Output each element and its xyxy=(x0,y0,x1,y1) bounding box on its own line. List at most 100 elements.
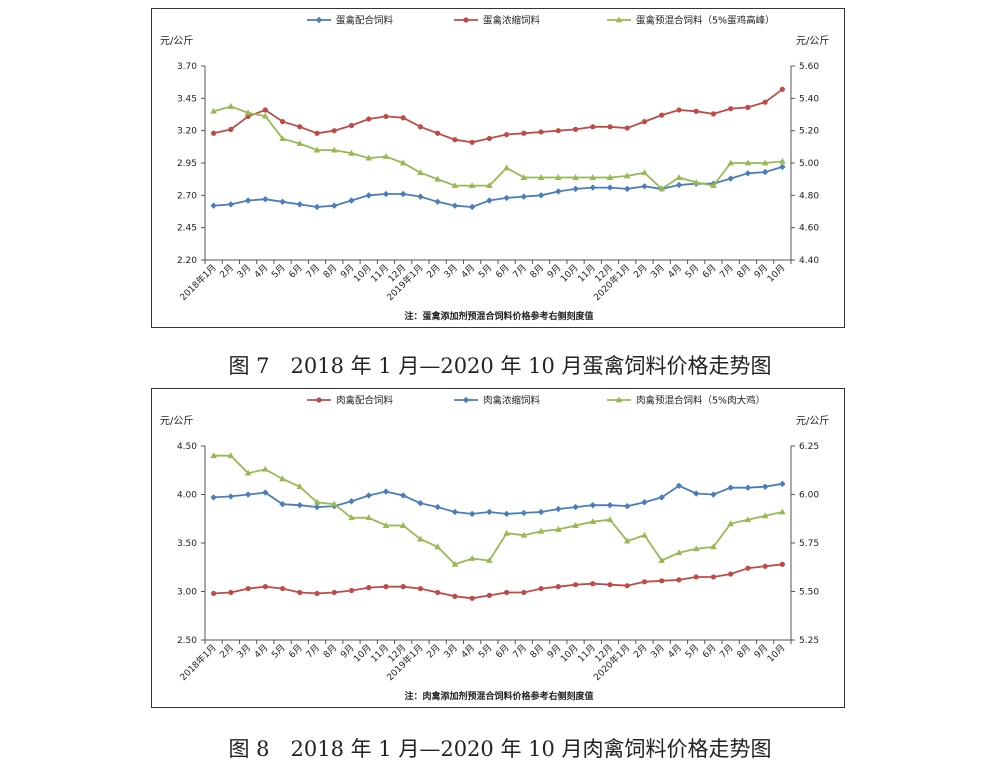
series-line xyxy=(213,105,783,191)
data-point xyxy=(520,531,528,538)
x-tick-label: 4月 xyxy=(666,262,684,280)
data-point xyxy=(692,178,700,185)
data-point xyxy=(693,108,699,114)
data-point xyxy=(641,499,648,506)
legend-swatch-marker xyxy=(462,396,470,404)
data-point xyxy=(572,185,579,193)
data-point xyxy=(521,589,527,596)
data-point xyxy=(211,130,217,136)
data-point xyxy=(486,508,493,516)
data-point xyxy=(244,109,252,116)
series-1 xyxy=(211,561,785,601)
x-tick-label: 10月 xyxy=(765,262,787,284)
data-point xyxy=(745,565,751,571)
chart-svg-egg-feed: 2.20 2.45 2.70 2.95 3.20 3.45 3.70 4.40 4.60 4.80… xyxy=(160,15,829,323)
data-point xyxy=(382,153,390,159)
x-tick-label: 2月 xyxy=(425,642,443,660)
data-point xyxy=(728,106,734,112)
data-point xyxy=(366,585,372,591)
y-left-tick-label: 3.20 xyxy=(177,127,197,137)
data-point xyxy=(779,480,786,488)
data-point xyxy=(641,169,648,176)
data-point xyxy=(469,139,475,145)
x-tick-label: 10月 xyxy=(352,642,374,664)
x-tick-label: 3月 xyxy=(649,262,667,280)
y-left-tick-label: 4.00 xyxy=(177,491,197,501)
y-left-tick-label: 2.95 xyxy=(177,159,197,169)
data-point xyxy=(296,501,303,509)
data-point xyxy=(486,197,493,204)
x-tick-label: 3月 xyxy=(442,262,460,280)
data-point xyxy=(710,543,717,550)
data-point xyxy=(606,174,614,180)
data-point xyxy=(244,469,252,476)
data-point xyxy=(348,587,355,594)
data-point xyxy=(555,174,562,180)
data-point xyxy=(279,501,286,508)
data-point xyxy=(417,169,424,176)
data-point xyxy=(779,163,786,171)
x-tick-label: 2018年1月 xyxy=(177,262,218,303)
data-point xyxy=(262,112,269,119)
data-point xyxy=(279,198,286,205)
data-point xyxy=(417,585,424,592)
legend-label: 肉禽浓缩饲料 xyxy=(483,395,541,407)
data-point xyxy=(486,556,493,563)
legend-swatch-marker xyxy=(316,397,322,403)
x-tick-label: 7月 xyxy=(304,262,322,280)
data-point xyxy=(761,483,769,490)
x-tick-label: 8月 xyxy=(735,642,753,660)
data-point xyxy=(727,175,734,182)
data-point xyxy=(521,130,527,136)
data-point xyxy=(434,543,441,550)
data-point xyxy=(555,525,562,532)
x-tick-label: 7月 xyxy=(511,262,529,280)
data-point xyxy=(382,190,390,198)
series-3 xyxy=(210,452,786,567)
y-left-tick-label: 3.50 xyxy=(177,539,197,549)
series-3 xyxy=(210,102,786,192)
data-point xyxy=(641,531,648,538)
data-point xyxy=(537,527,545,534)
data-point xyxy=(331,202,338,209)
series-line xyxy=(213,563,783,600)
data-point xyxy=(675,181,683,189)
data-point xyxy=(607,124,613,130)
x-tick-label: 6月 xyxy=(700,262,718,280)
data-point xyxy=(728,571,734,577)
x-tick-label: 10月 xyxy=(558,262,580,284)
series-2 xyxy=(211,86,785,145)
data-point xyxy=(537,174,545,180)
data-point xyxy=(589,174,597,180)
y-left-tick-label: 4.50 xyxy=(177,442,197,452)
data-point xyxy=(434,503,441,511)
data-point xyxy=(365,492,372,499)
data-point xyxy=(468,510,476,518)
x-tick-label: 3月 xyxy=(235,642,253,660)
data-point xyxy=(623,537,631,544)
data-point xyxy=(779,157,786,164)
data-point xyxy=(572,174,579,180)
data-point xyxy=(399,522,407,528)
x-tick-label: 5月 xyxy=(683,642,701,660)
data-point xyxy=(659,112,665,118)
data-point xyxy=(486,182,493,189)
data-point xyxy=(313,498,321,505)
legend-label: 肉禽预混合饲料（5%肉大鸡） xyxy=(636,395,765,407)
data-point xyxy=(383,584,389,590)
data-point xyxy=(210,107,217,114)
data-point xyxy=(555,584,561,590)
data-point xyxy=(382,522,390,528)
x-tick-label: 3月 xyxy=(649,642,667,660)
data-point xyxy=(761,168,769,176)
x-tick-label: 2018年1月 xyxy=(177,642,218,683)
data-point xyxy=(262,196,269,203)
data-point xyxy=(624,502,631,510)
data-point xyxy=(779,561,785,567)
x-tick-label: 5月 xyxy=(269,642,287,660)
y-left-unit-label: 元/公斤 xyxy=(160,415,193,427)
data-point xyxy=(779,508,786,515)
data-point xyxy=(503,529,510,536)
legend-label: 蛋禽配合饲料 xyxy=(336,15,394,27)
data-point xyxy=(314,130,320,136)
